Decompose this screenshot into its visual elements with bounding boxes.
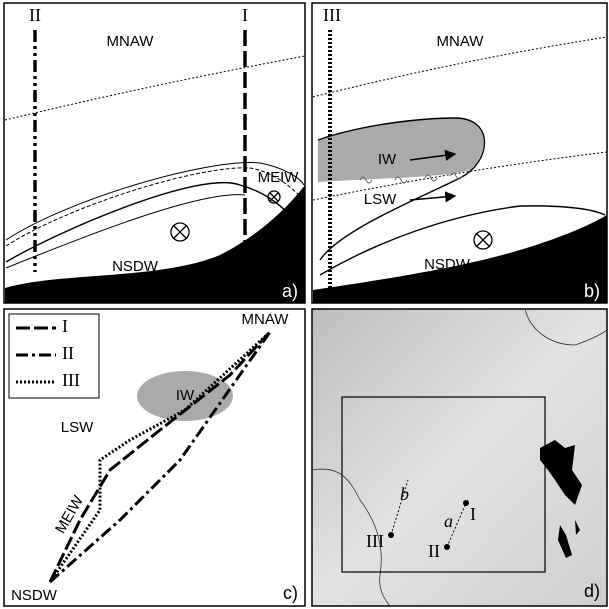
- water-mass: MNAW: [107, 33, 155, 50]
- panel-tag: c): [283, 583, 298, 603]
- panel-c: I II III MNAW IW LSW MEIW NSDW c): [3, 308, 306, 607]
- water-mass: MNAW: [437, 33, 485, 50]
- panel-tag: a): [282, 281, 298, 301]
- section-tag: a: [444, 511, 453, 531]
- panel-b: III MNAW IW LSW NSDW b): [311, 2, 608, 304]
- water-mass: LSW: [364, 191, 397, 208]
- water-mass: MNAW: [242, 311, 290, 328]
- legend-label: III: [62, 370, 80, 390]
- water-mass: IW: [176, 387, 195, 404]
- station-label: II: [428, 541, 440, 561]
- panel-tag: d): [584, 581, 600, 601]
- panel-d: b a I III II d): [311, 308, 608, 607]
- water-mass: MEIW: [258, 169, 300, 186]
- legend-label: II: [62, 343, 74, 363]
- legend-label: I: [62, 316, 68, 336]
- water-mass: LSW: [61, 419, 94, 436]
- panel-tag: b): [584, 281, 600, 301]
- section-label: I: [242, 5, 248, 25]
- water-mass: IW: [378, 151, 397, 168]
- station-label: I: [470, 504, 476, 524]
- water-mass: NSDW: [11, 587, 58, 604]
- section-label: II: [29, 5, 41, 25]
- water-mass: NSDW: [112, 258, 159, 275]
- section-label: III: [323, 5, 341, 25]
- station-label: III: [366, 531, 384, 551]
- panel-a: II I MNAW MEIW NSDW a): [3, 2, 306, 304]
- water-mass: NSDW: [424, 256, 471, 273]
- section-tag: b: [400, 484, 409, 504]
